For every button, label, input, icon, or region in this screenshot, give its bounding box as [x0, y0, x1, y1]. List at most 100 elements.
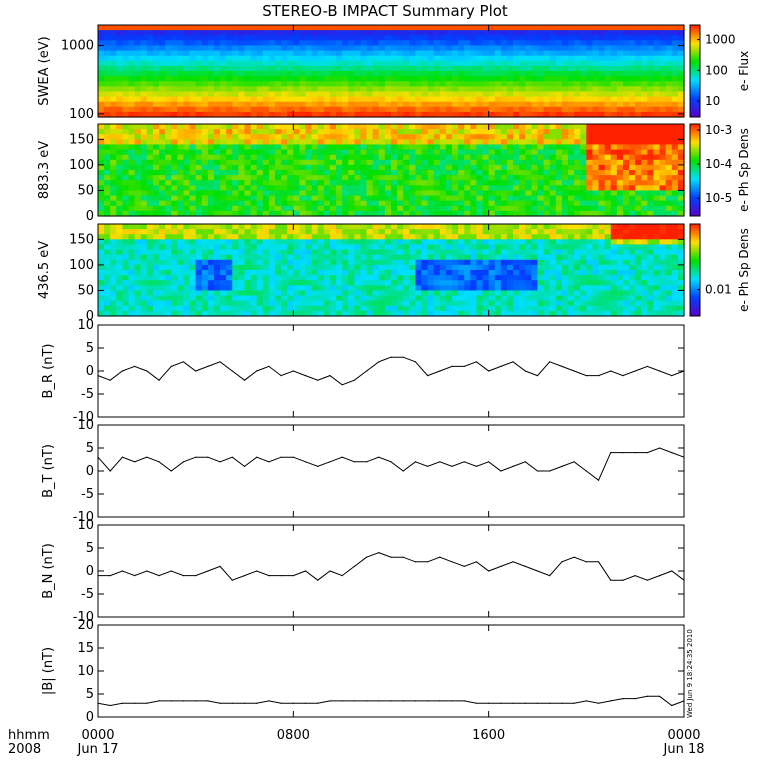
heatmap-cell — [531, 134, 538, 140]
heatmap-cell — [434, 51, 441, 57]
heatmap-cell — [263, 229, 270, 235]
heatmap-cell — [159, 45, 166, 51]
heatmap-cell — [660, 91, 667, 97]
heatmap-cell — [348, 265, 355, 271]
heatmap-cell — [660, 40, 667, 46]
heatmap-cell — [434, 175, 441, 181]
heatmap-cell — [519, 196, 526, 202]
heatmap-cell — [409, 265, 416, 271]
heatmap-cell — [330, 234, 337, 240]
heatmap-cell — [360, 97, 367, 103]
heatmap-cell — [470, 81, 477, 87]
heatmap-cell — [110, 290, 117, 296]
heatmap-cell — [641, 91, 648, 97]
heatmap-cell — [391, 201, 398, 207]
heatmap-cell — [275, 76, 282, 82]
heatmap-cell — [98, 91, 105, 97]
heatmap-cell — [489, 139, 496, 145]
heatmap-cell — [470, 275, 477, 281]
heatmap-cell — [617, 155, 624, 161]
heatmap-cell — [232, 86, 239, 92]
heatmap-cell — [519, 150, 526, 156]
heatmap-cell — [116, 129, 123, 135]
heatmap-cell — [110, 275, 117, 281]
heatmap-cell — [263, 56, 270, 62]
heatmap-cell — [556, 196, 563, 202]
heatmap-cell — [464, 190, 471, 196]
heatmap-cell — [470, 86, 477, 92]
heatmap-cell — [159, 107, 166, 113]
heatmap-cell — [208, 61, 215, 67]
heatmap-cell — [324, 144, 331, 150]
heatmap-cell — [373, 35, 380, 41]
heatmap-cell — [592, 45, 599, 51]
heatmap-cell — [489, 124, 496, 130]
heatmap-cell — [330, 91, 337, 97]
heatmap-cell — [586, 134, 593, 140]
heatmap-cell — [318, 190, 325, 196]
heatmap-cell — [641, 97, 648, 103]
heatmap-cell — [287, 280, 294, 286]
heatmap-cell — [647, 155, 654, 161]
y-tick-label: 100 — [69, 107, 94, 122]
heatmap-cell — [415, 56, 422, 62]
heatmap-cell — [202, 107, 209, 113]
heatmap-cell — [440, 61, 447, 67]
heatmap-cell — [354, 190, 361, 196]
heatmap-cell — [177, 150, 184, 156]
heatmap-cell — [403, 76, 410, 82]
heatmap-cell — [306, 201, 313, 207]
heatmap-cell — [159, 290, 166, 296]
heatmap-cell — [513, 71, 520, 77]
heatmap-cell — [544, 255, 551, 261]
heatmap-cell — [586, 224, 593, 230]
heatmap-cell — [135, 155, 142, 161]
heatmap-cell — [464, 86, 471, 92]
heatmap-cell — [116, 134, 123, 140]
heatmap-cell — [538, 206, 545, 212]
heatmap-cell — [409, 160, 416, 166]
heatmap-cell — [464, 185, 471, 191]
heatmap-cell — [647, 35, 654, 41]
heatmap-cell — [330, 134, 337, 140]
heatmap-cell — [556, 270, 563, 276]
heatmap-cell — [446, 275, 453, 281]
heatmap-cell — [385, 124, 392, 130]
heatmap-cell — [220, 175, 227, 181]
heatmap-cell — [397, 224, 404, 230]
heatmap-cell — [281, 201, 288, 207]
heatmap-cell — [422, 165, 429, 171]
heatmap-cell — [452, 196, 459, 202]
heatmap-cell — [367, 25, 374, 31]
heatmap-cell — [177, 124, 184, 130]
heatmap-cell — [263, 244, 270, 250]
heatmap-cell — [660, 139, 667, 145]
heatmap-cell — [202, 71, 209, 77]
heatmap-cell — [318, 175, 325, 181]
heatmap-cell — [605, 124, 612, 130]
heatmap-cell — [507, 165, 514, 171]
heatmap-cell — [623, 25, 630, 31]
heatmap-cell — [202, 250, 209, 256]
heatmap-cell — [483, 175, 490, 181]
heatmap-cell — [434, 201, 441, 207]
heatmap-cell — [531, 71, 538, 77]
heatmap-cell — [312, 134, 319, 140]
heatmap-cell — [324, 250, 331, 256]
heatmap-cell — [177, 201, 184, 207]
heatmap-cell — [415, 25, 422, 31]
heatmap-cell — [147, 301, 154, 307]
heatmap-cell — [238, 190, 245, 196]
heatmap-cell — [98, 239, 105, 245]
heatmap-cell — [531, 260, 538, 266]
heatmap-cell — [556, 180, 563, 186]
heatmap-cell — [141, 66, 148, 72]
heatmap-cell — [653, 51, 660, 57]
heatmap-cell — [342, 139, 349, 145]
heatmap-cell — [232, 265, 239, 271]
heatmap-cell — [452, 51, 459, 57]
heatmap-cell — [660, 134, 667, 140]
heatmap-cell — [422, 97, 429, 103]
heatmap-cell — [653, 170, 660, 176]
heatmap-cell — [586, 175, 593, 181]
